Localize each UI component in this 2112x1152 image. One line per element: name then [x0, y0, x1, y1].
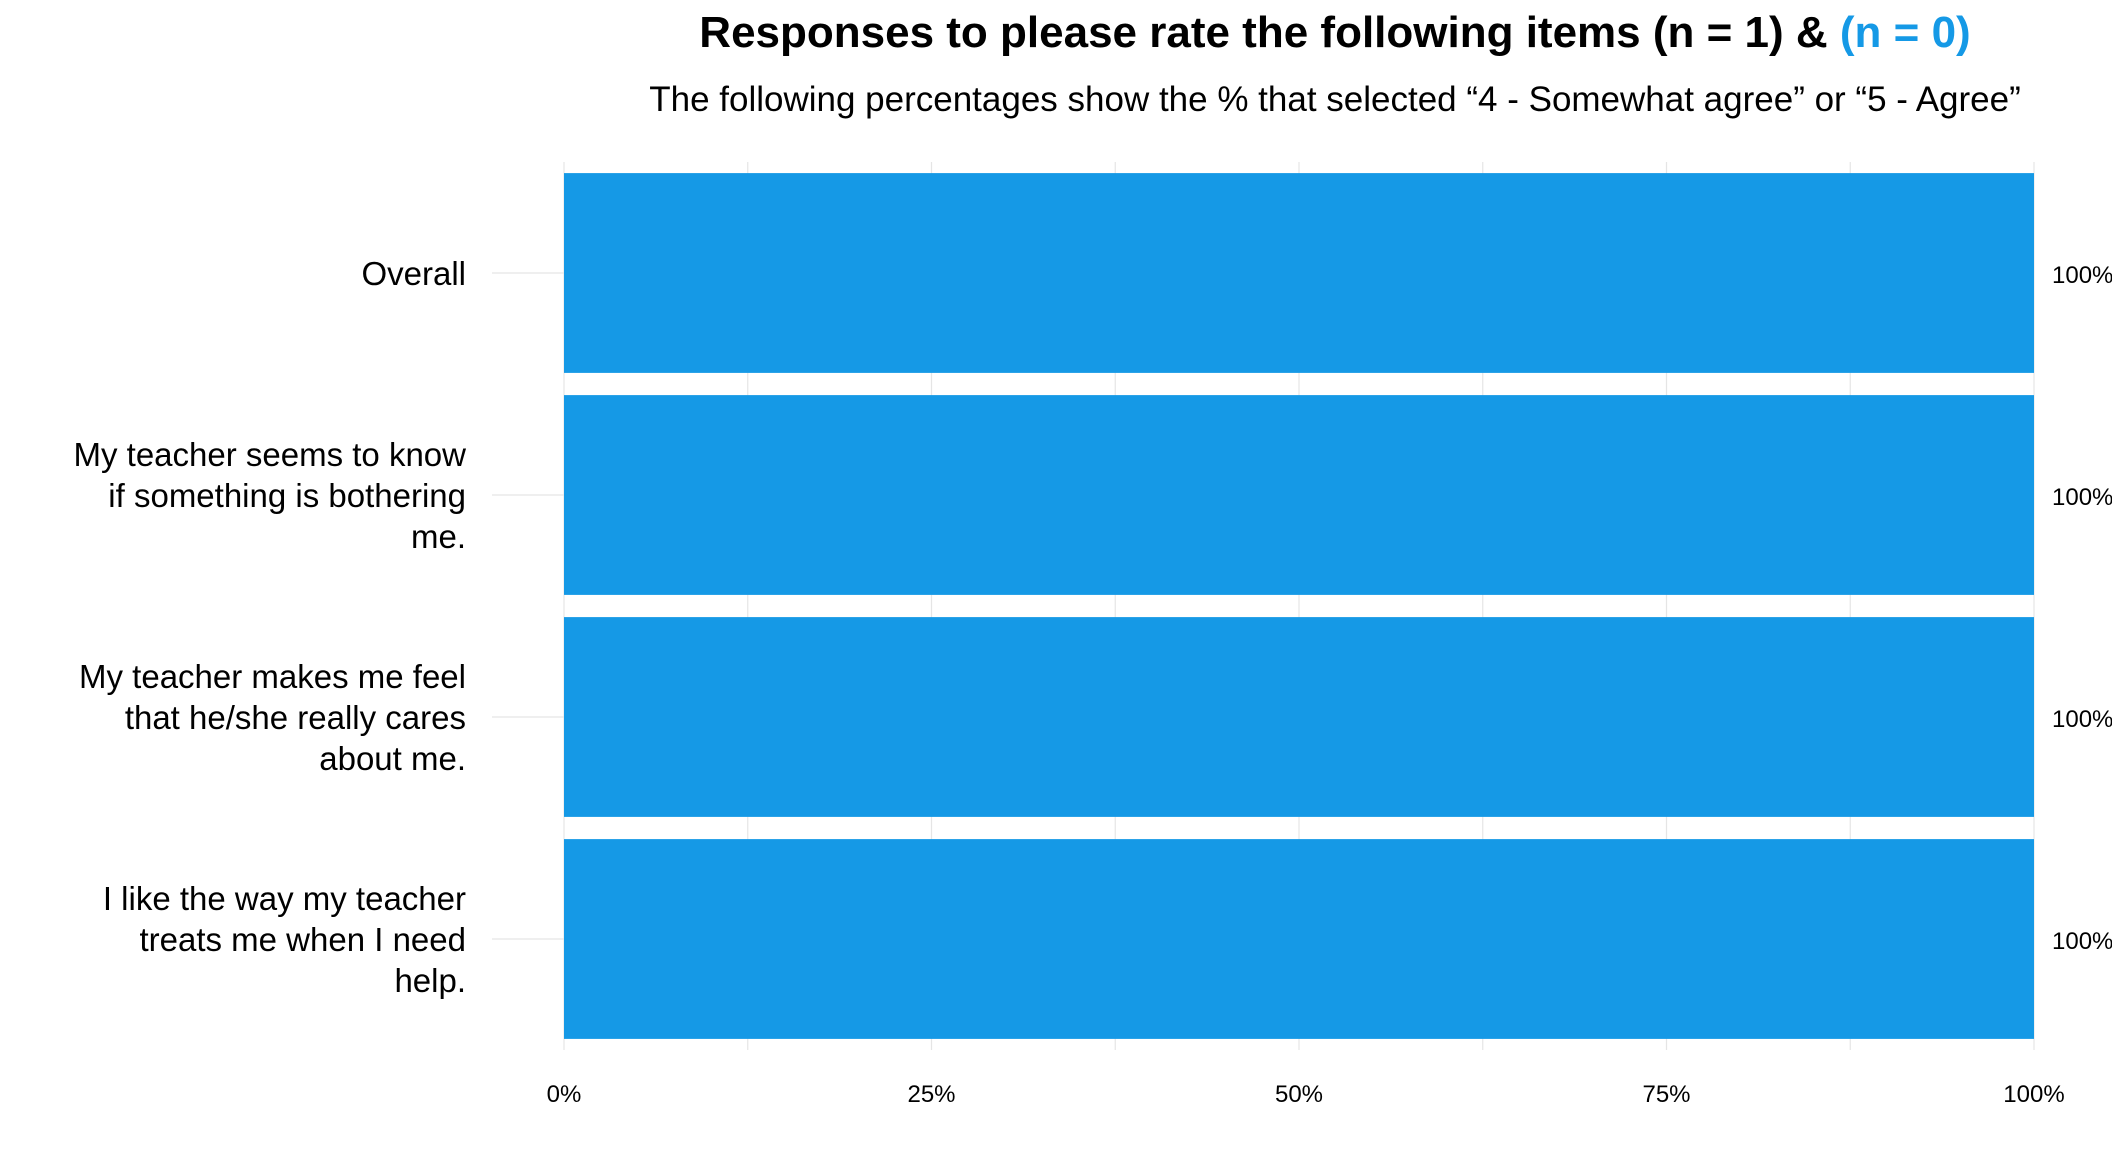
category-label: that he/she really cares — [125, 699, 466, 736]
category-label: My teacher makes me feel — [79, 658, 466, 695]
x-tick-label: 100% — [2003, 1081, 2064, 1108]
chart-title-main: Responses to please rate the following i… — [699, 8, 1840, 57]
category-label: My teacher seems to know — [74, 436, 467, 473]
category-label: me. — [411, 518, 466, 555]
bar-value-label: 100% — [2052, 484, 2112, 511]
chart-title-highlight: (n = 0) — [1839, 8, 1971, 57]
category-label: about me. — [319, 740, 466, 777]
category-label: treats me when I need — [139, 921, 466, 958]
bar — [564, 395, 2034, 595]
category-label: I like the way my teacher — [103, 880, 466, 917]
x-tick-label: 75% — [1642, 1081, 1690, 1108]
category-label: if something is bothering — [108, 477, 466, 514]
chart-subtitle: The following percentages show the % tha… — [649, 80, 2021, 119]
category-label: Overall — [361, 255, 466, 292]
category-label: help. — [394, 962, 466, 999]
bar — [564, 839, 2034, 1039]
x-tick-label: 25% — [907, 1081, 955, 1108]
chart-title: Responses to please rate the following i… — [560, 8, 2110, 58]
bar-value-label: 100% — [2052, 928, 2112, 955]
bar — [564, 617, 2034, 817]
x-tick-label: 50% — [1275, 1081, 1323, 1108]
x-tick-label: 0% — [547, 1081, 582, 1108]
bar-value-label: 100% — [2052, 262, 2112, 289]
bar — [564, 173, 2034, 373]
bar-value-label: 100% — [2052, 706, 2112, 733]
